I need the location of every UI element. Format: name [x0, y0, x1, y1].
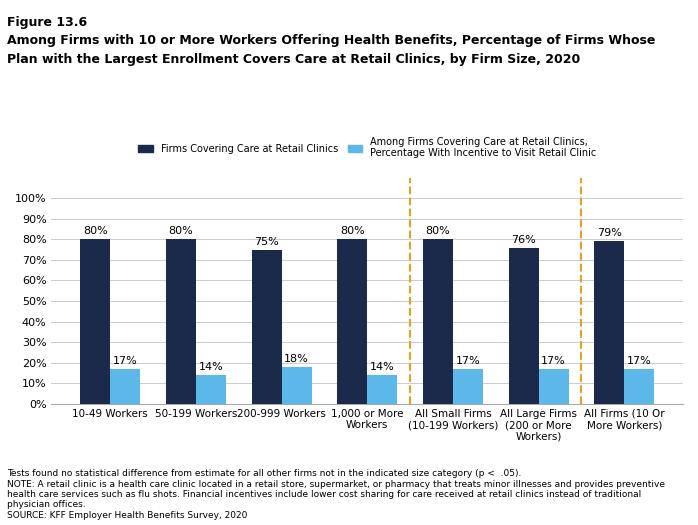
Bar	[196, 375, 226, 404]
Text: 17%: 17%	[113, 356, 138, 366]
Text: Among Firms with 10 or More Workers Offering Health Benefits, Percentage of Firm: Among Firms with 10 or More Workers Offe…	[7, 34, 655, 47]
Text: 76%: 76%	[511, 235, 536, 245]
Text: 17%: 17%	[627, 356, 652, 366]
Bar	[166, 239, 196, 404]
Bar	[337, 239, 367, 404]
Text: 80%: 80%	[426, 226, 450, 236]
Bar	[367, 375, 397, 404]
Text: 75%: 75%	[254, 237, 279, 247]
Bar	[110, 369, 140, 404]
Bar	[80, 239, 110, 404]
Bar	[423, 239, 453, 404]
Text: Plan with the Largest Enrollment Covers Care at Retail Clinics, by Firm Size, 20: Plan with the Largest Enrollment Covers …	[7, 52, 580, 66]
Bar	[251, 250, 281, 404]
Text: 80%: 80%	[168, 226, 193, 236]
Bar	[624, 369, 654, 404]
Text: 79%: 79%	[597, 228, 622, 238]
Bar	[539, 369, 569, 404]
Text: 14%: 14%	[198, 362, 223, 372]
Text: Tests found no statistical difference from estimate for all other firms not in t: Tests found no statistical difference fr…	[7, 469, 665, 520]
Text: 17%: 17%	[541, 356, 566, 366]
Bar	[594, 242, 624, 404]
Text: 80%: 80%	[83, 226, 107, 236]
Bar	[453, 369, 483, 404]
Bar	[509, 248, 539, 404]
Text: 14%: 14%	[370, 362, 394, 372]
Bar	[281, 367, 311, 404]
Text: 80%: 80%	[340, 226, 364, 236]
Legend: Firms Covering Care at Retail Clinics, Among Firms Covering Care at Retail Clini: Firms Covering Care at Retail Clinics, A…	[135, 133, 600, 162]
Text: 18%: 18%	[284, 354, 309, 364]
Text: Figure 13.6: Figure 13.6	[7, 16, 87, 29]
Text: 17%: 17%	[456, 356, 480, 366]
